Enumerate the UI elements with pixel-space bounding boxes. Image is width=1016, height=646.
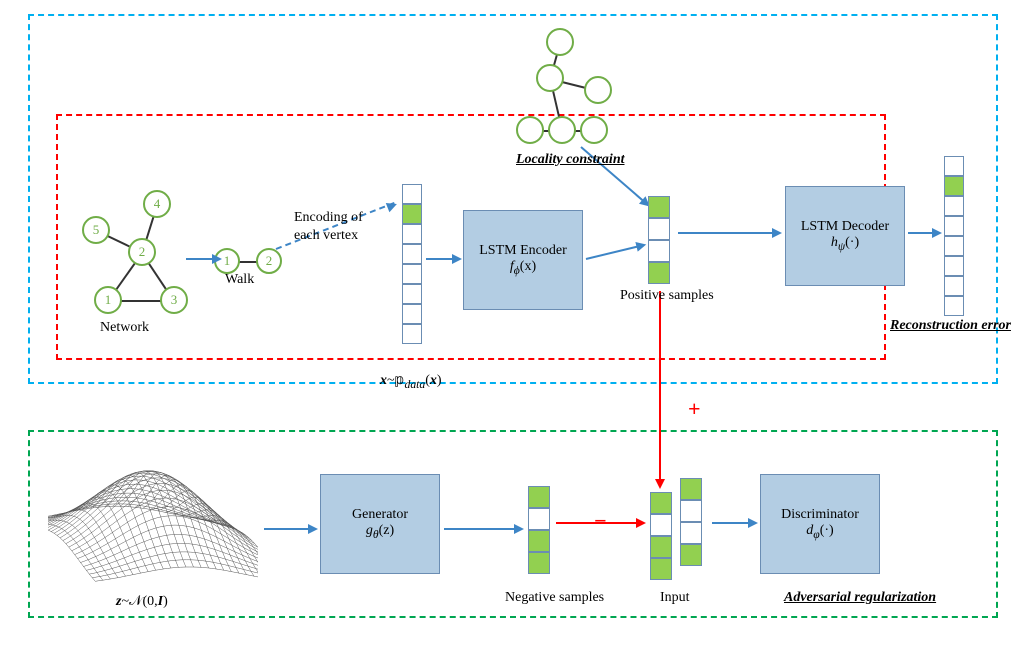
- node: 2: [256, 248, 282, 274]
- node: [536, 64, 564, 92]
- node: [548, 116, 576, 144]
- label-network: Network: [100, 320, 149, 336]
- node: [584, 76, 612, 104]
- discriminator-module: Discriminatordφ(·): [760, 474, 880, 574]
- label-encoding2: each vertex: [294, 228, 358, 244]
- node: 3: [160, 286, 188, 314]
- label-walk: Walk: [225, 272, 254, 288]
- gaussian-dist: [48, 438, 258, 588]
- label-z_dist: z~𝒩(0,I): [116, 594, 168, 610]
- arrow-z-to-gen: [264, 528, 316, 530]
- generator-module: Generatorgθ(z): [320, 474, 440, 574]
- arrow-decoder-to-recon: [908, 232, 940, 234]
- arrow-encvec-to-encoder: [426, 258, 460, 260]
- arrow-gen-to-neg: [444, 528, 522, 530]
- vector-input_vec2: [680, 478, 702, 566]
- vector-input_vec1: [650, 492, 672, 580]
- node: 1: [94, 286, 122, 314]
- node: 2: [128, 238, 156, 266]
- node: 4: [143, 190, 171, 218]
- label-recon_err: Reconstruction error: [890, 318, 1011, 334]
- label-neg_samples: Negative samples: [505, 590, 604, 606]
- arrow-net-to-walk: [186, 258, 220, 260]
- vector-pos_vec: [648, 196, 670, 284]
- decoder-module: LSTM Decoderhψ(·): [785, 186, 905, 286]
- arrow-pos-to-input: [659, 291, 661, 487]
- node: [546, 28, 574, 56]
- label-plus: +: [688, 396, 701, 422]
- arrow-pos-to-decoder: [678, 232, 780, 234]
- label-pos_samples: Positive samples: [620, 288, 714, 304]
- encoder-module: LSTM Encoderfϕ(x): [463, 210, 583, 310]
- vector-encoding_vec: [402, 184, 422, 344]
- node: [580, 116, 608, 144]
- label-encoding: Encoding of: [294, 210, 363, 226]
- label-locality: Locality constraint: [516, 152, 625, 168]
- label-x_dist: x~𝕡data(x): [380, 372, 442, 391]
- vector-neg_vec: [528, 486, 550, 574]
- label-adv_reg: Adversarial regularization: [784, 590, 936, 606]
- arrow-input-to-disc: [712, 522, 756, 524]
- vector-recon_vec: [944, 156, 964, 316]
- label-minus: −: [594, 508, 607, 534]
- node: 5: [82, 216, 110, 244]
- label-input: Input: [660, 590, 690, 606]
- node: [516, 116, 544, 144]
